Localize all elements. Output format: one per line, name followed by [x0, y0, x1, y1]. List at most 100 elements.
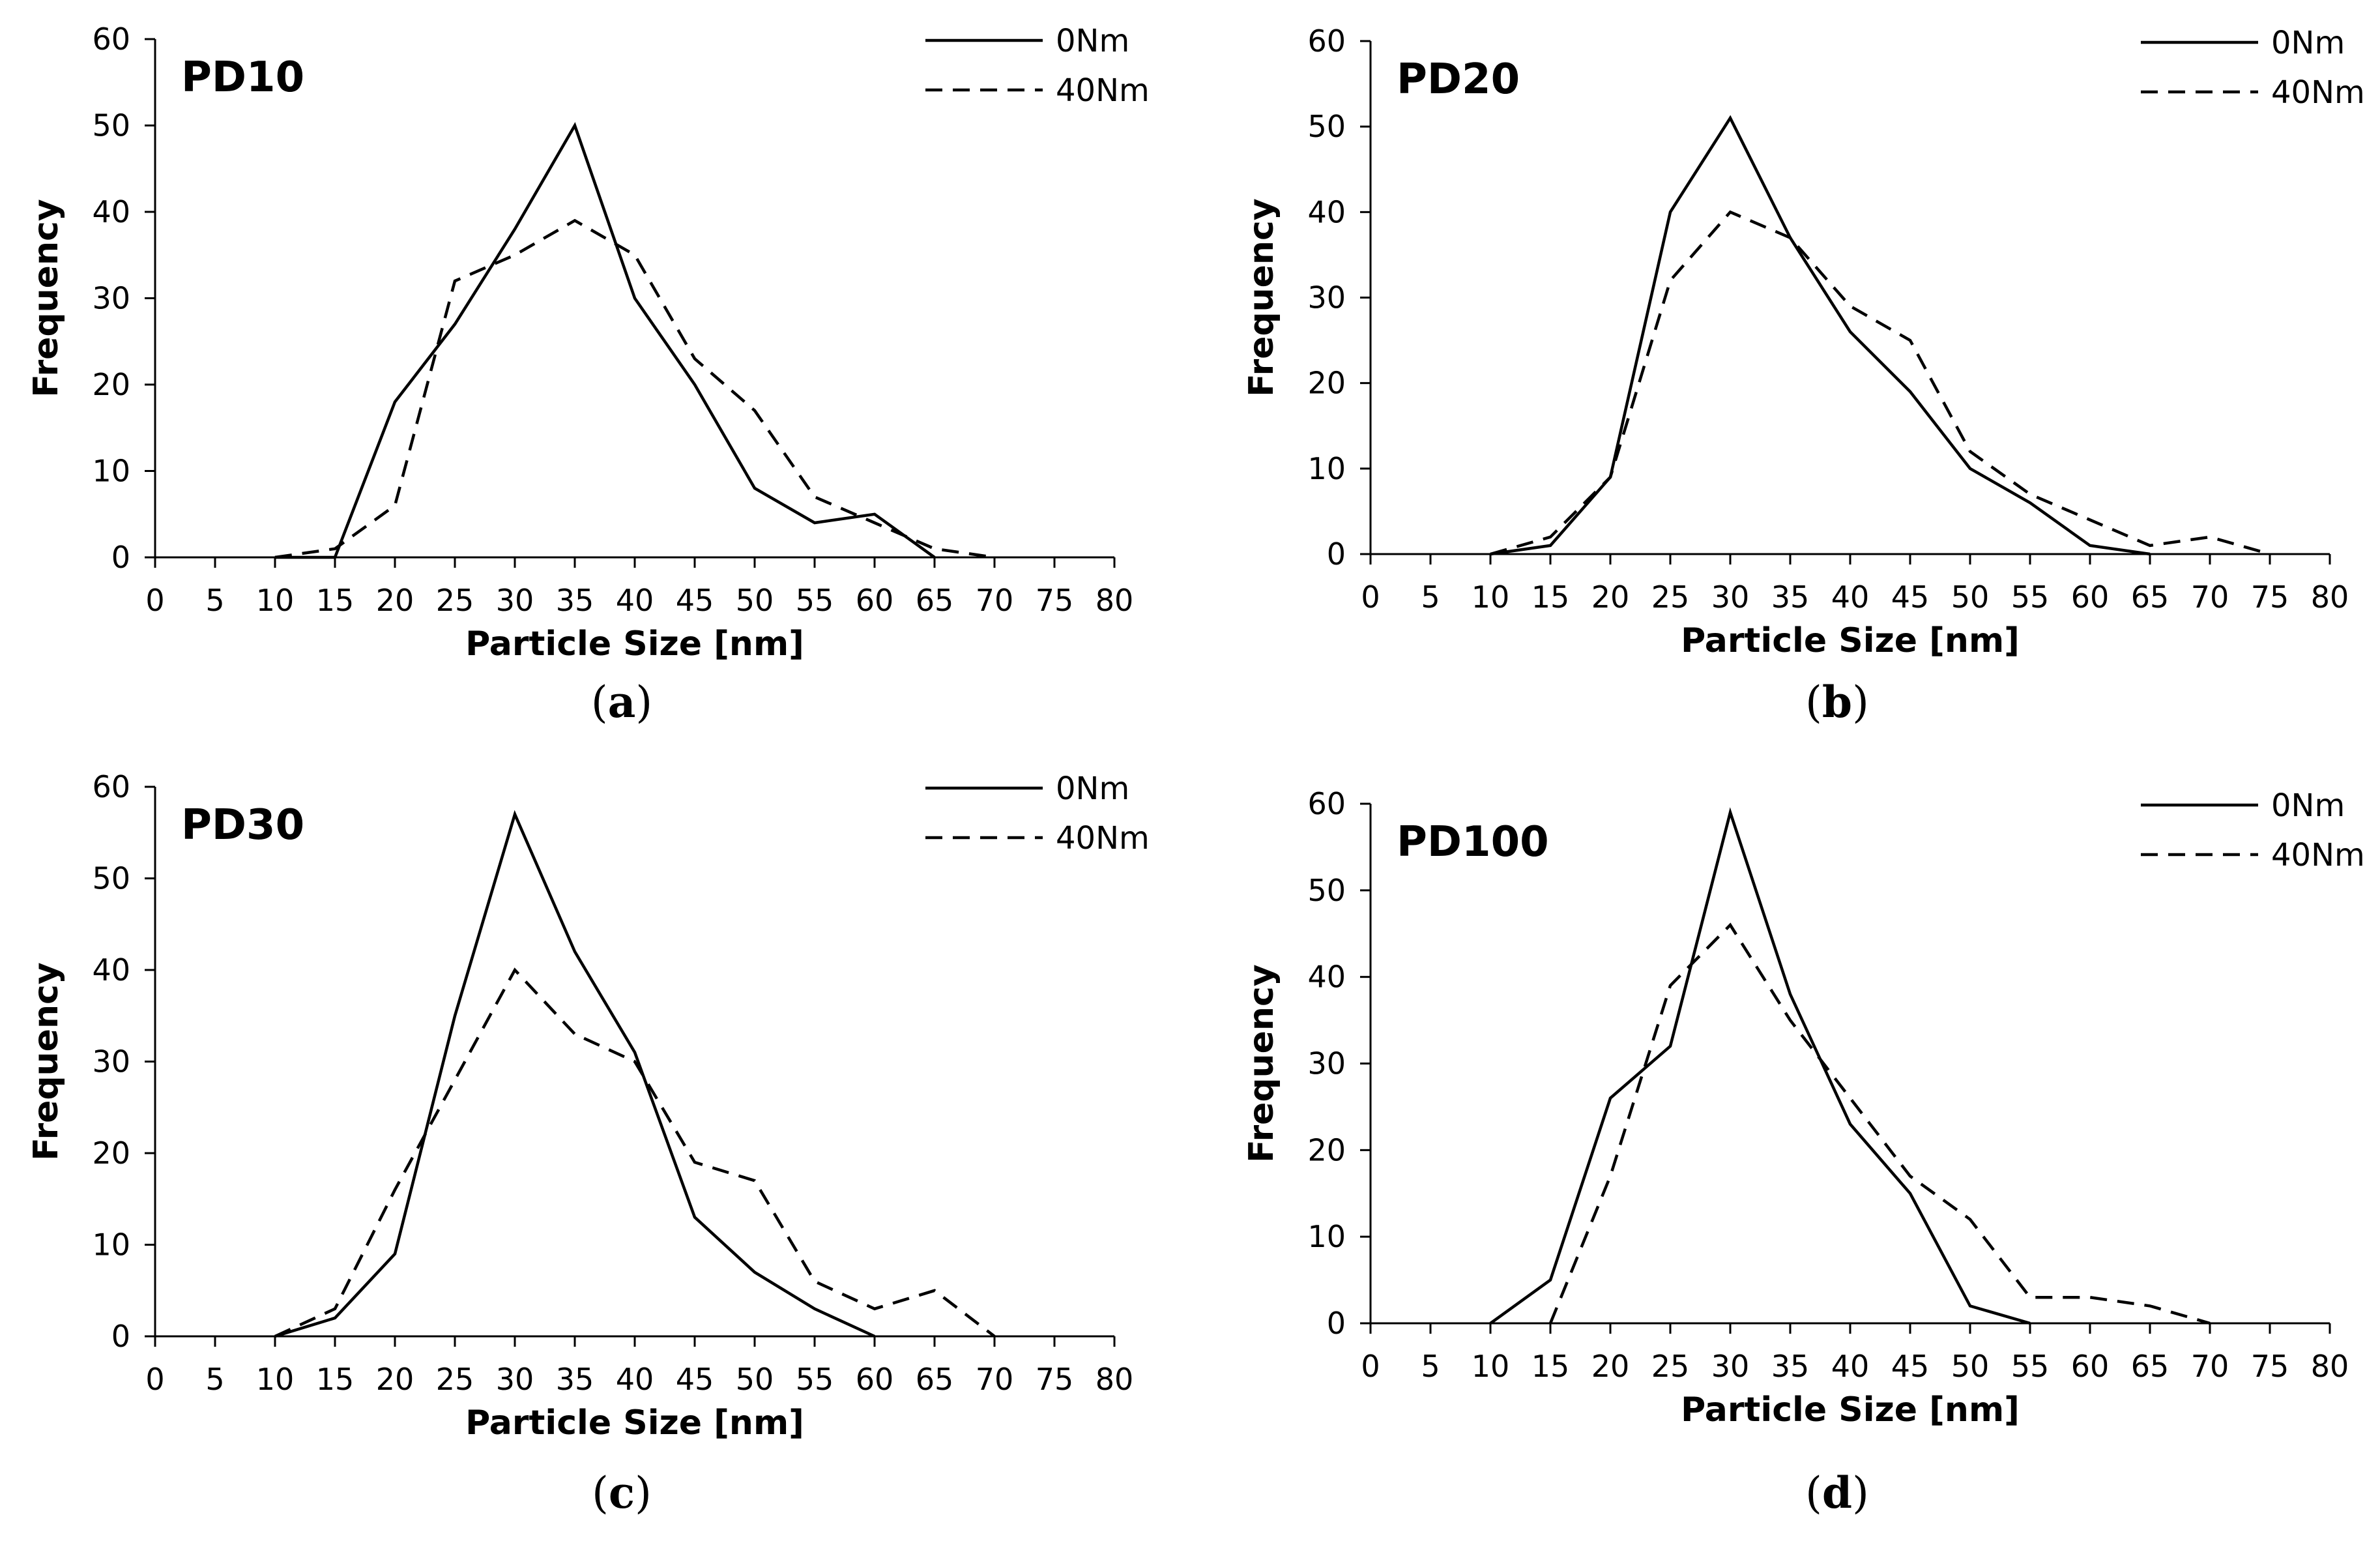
x-tick-label: 55 — [796, 1362, 834, 1397]
y-tick-label: 10 — [92, 454, 130, 489]
y-tick-label: 40 — [1307, 194, 1346, 229]
x-tick-label: 25 — [1651, 1349, 1690, 1384]
x-tick-label: 15 — [1531, 580, 1570, 615]
x-tick-label: 5 — [1421, 1349, 1440, 1384]
x-tick-label: 35 — [1771, 1349, 1810, 1384]
y-tick-label: 10 — [1307, 451, 1346, 486]
x-tick-label: 70 — [2191, 580, 2229, 615]
x-tick-label: 25 — [436, 1362, 474, 1397]
y-tick-label: 30 — [1307, 1046, 1346, 1081]
x-tick-label: 75 — [1036, 583, 1074, 618]
x-tick-label: 50 — [1951, 1349, 1990, 1384]
x-tick-label: 10 — [256, 1362, 295, 1397]
x-tick-label: 65 — [916, 1362, 954, 1397]
x-tick-label: 80 — [2311, 580, 2349, 615]
y-axis-title: Frequency — [1242, 964, 1281, 1162]
y-tick-label: 60 — [1307, 23, 1346, 59]
y-tick-label: 60 — [92, 769, 130, 804]
y-tick-label: 10 — [92, 1227, 130, 1263]
x-tick-label: 65 — [2131, 1349, 2170, 1384]
x-tick-label: 35 — [1771, 580, 1810, 615]
x-tick-label: 20 — [1591, 1349, 1630, 1384]
x-tick-label: 0 — [145, 583, 164, 618]
x-tick-label: 30 — [496, 583, 534, 618]
legend-label-0nm: 0Nm — [1056, 23, 1129, 59]
legend-label-0nm: 0Nm — [2271, 787, 2345, 824]
y-tick-label: 50 — [92, 108, 130, 143]
panel-title: PD100 — [1397, 818, 1549, 866]
y-tick-label: 60 — [1307, 786, 1346, 821]
series-line-0nm — [1490, 115, 2151, 556]
x-tick-label: 80 — [1096, 583, 1134, 618]
legend-label-0nm: 0Nm — [2271, 25, 2345, 61]
x-tick-label: 50 — [736, 1362, 774, 1397]
legend-label-40nm: 40Nm — [1056, 820, 1150, 857]
x-axis-title: Particle Size [nm] — [465, 1403, 804, 1443]
chart-panel-pd10: 0 10 20 30 40 50 60 0 5 10 15 20 25 30 35 40 45 50 55 60 65 7… — [27, 22, 1150, 727]
x-tick-label: 60 — [2071, 1349, 2110, 1384]
y-tick-label: 20 — [92, 1136, 130, 1171]
y-axis-title: Frequency — [27, 199, 66, 397]
panel-title: PD30 — [181, 801, 304, 849]
y-tick-label: 20 — [92, 367, 130, 402]
x-tick-label: 0 — [1361, 580, 1380, 615]
x-tick-label: 5 — [205, 583, 224, 618]
x-tick-label: 80 — [1096, 1362, 1134, 1397]
x-tick-label: 70 — [976, 1362, 1014, 1397]
x-tick-label: 0 — [145, 1362, 164, 1397]
x-tick-label: 45 — [1891, 580, 1930, 615]
x-tick-label: 30 — [1711, 1349, 1750, 1384]
x-axis-title: Particle Size [nm] — [1681, 621, 2020, 660]
x-tick-label: 40 — [616, 1362, 654, 1397]
x-tick-label: 40 — [616, 583, 654, 618]
y-tick-label: 40 — [1307, 960, 1346, 995]
x-tick-label: 20 — [376, 1362, 414, 1397]
y-tick-label: 50 — [1307, 109, 1346, 144]
x-tick-label: 5 — [205, 1362, 224, 1397]
y-tick-label: 60 — [92, 22, 130, 57]
x-tick-label: 0 — [1361, 1349, 1380, 1384]
x-axis-title: Particle Size [nm] — [465, 624, 804, 664]
panel-caption: (b) — [1805, 677, 1869, 727]
y-tick-label: 0 — [1327, 1306, 1346, 1341]
legend-label-0nm: 0Nm — [1056, 770, 1129, 807]
x-tick-label: 10 — [1472, 1349, 1510, 1384]
x-tick-label: 80 — [2311, 1349, 2349, 1384]
x-tick-label: 50 — [1951, 580, 1990, 615]
x-tick-label: 45 — [676, 1362, 714, 1397]
y-tick-label: 30 — [1307, 280, 1346, 316]
legend-label-40nm: 40Nm — [1056, 72, 1150, 109]
series-line-0nm — [275, 122, 936, 559]
x-tick-label: 45 — [1891, 1349, 1930, 1384]
chart-panel-pd100: 0 10 20 30 40 50 60 0 5 10 15 20 25 30 35 40 45 50 55 60 65 7… — [1242, 786, 2365, 1518]
panel-title: PD10 — [181, 53, 304, 102]
x-tick-label: 65 — [2131, 580, 2170, 615]
panel-caption: (a) — [591, 677, 652, 727]
y-tick-label: 0 — [111, 1319, 130, 1354]
x-tick-label: 25 — [1651, 580, 1690, 615]
x-tick-label: 60 — [2071, 580, 2110, 615]
legend-label-40nm: 40Nm — [2271, 837, 2365, 873]
x-tick-label: 50 — [736, 583, 774, 618]
x-tick-label: 35 — [556, 1362, 594, 1397]
x-tick-label: 55 — [2011, 580, 2050, 615]
x-tick-label: 15 — [316, 1362, 355, 1397]
chart-panel-pd30: 0 10 20 30 40 50 60 0 5 10 15 20 25 30 35 40 45 50 55 60 65 7… — [27, 769, 1150, 1518]
series-line-40nm — [1490, 210, 2271, 556]
series-line-40nm — [274, 967, 996, 1338]
x-tick-label: 10 — [1472, 580, 1510, 615]
x-tick-label: 10 — [256, 583, 295, 618]
series-line-0nm — [1489, 807, 2031, 1325]
x-tick-label: 40 — [1831, 580, 1870, 615]
x-tick-label: 5 — [1421, 580, 1440, 615]
series-line-40nm — [1548, 922, 2211, 1325]
y-tick-label: 50 — [92, 861, 130, 896]
y-tick-label: 40 — [92, 194, 130, 229]
x-tick-label: 15 — [1531, 1349, 1570, 1384]
y-tick-label: 30 — [92, 1044, 130, 1079]
x-tick-label: 35 — [556, 583, 594, 618]
series-line-40nm — [274, 218, 995, 559]
y-tick-label: 20 — [1307, 366, 1346, 401]
panel-caption: (d) — [1805, 1467, 1869, 1518]
